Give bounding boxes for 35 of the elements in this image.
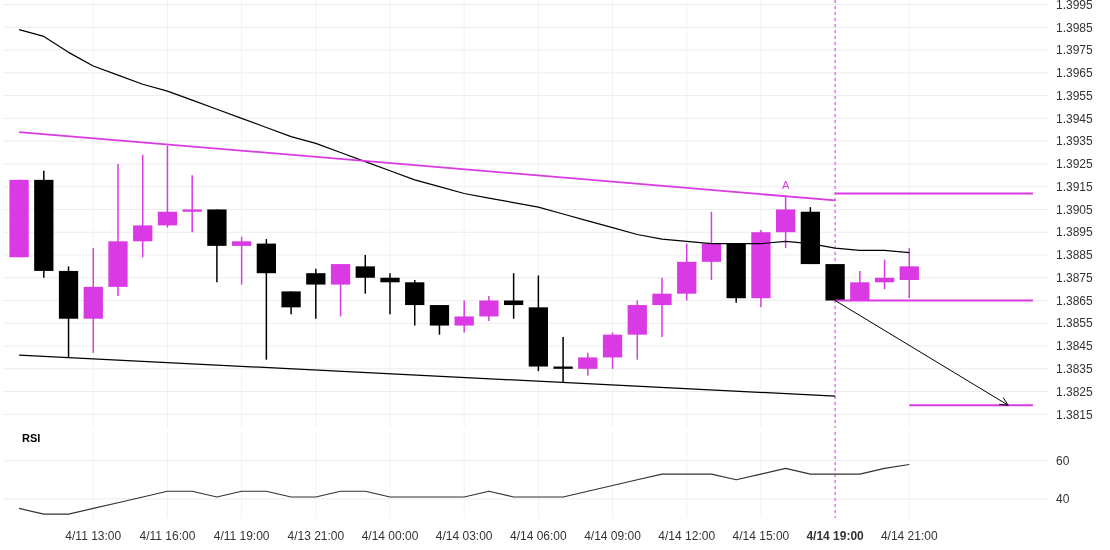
y-tick-label: 1.3875 [1056, 270, 1094, 285]
x-tick-label: 4/11 13:00 [65, 529, 122, 543]
y-tick-label: 1.3925 [1056, 157, 1094, 172]
y-tick-label: 1.3975 [1056, 43, 1094, 58]
y-tick-label: 1.3815 [1056, 407, 1094, 422]
y-tick-label: 1.3905 [1056, 202, 1094, 217]
x-tick-label: 4/14 00:00 [361, 529, 419, 543]
y-tick-label: 1.3995 [1056, 0, 1094, 12]
y-tick-label: 1.3915 [1056, 179, 1094, 194]
x-tick-label: 4/14 21:00 [880, 529, 938, 543]
y-tick-label: 60 [1056, 453, 1070, 468]
annotation: A [781, 179, 790, 192]
y-tick-label: 1.3985 [1056, 20, 1094, 35]
x-tick-label: 4/14 06:00 [510, 529, 568, 543]
x-tick-label: 4/14 12:00 [658, 529, 716, 543]
chart-title: RSI [22, 432, 41, 444]
x-tick-label: 4/14 03:00 [435, 529, 493, 543]
y-tick-label: 1.3945 [1056, 111, 1094, 126]
y-tick-label: 1.3825 [1056, 384, 1094, 399]
y-tick-label: 1.3855 [1056, 316, 1094, 331]
x-tick-label: 4/14 09:00 [584, 529, 642, 543]
x-tick-label: 4/13 21:00 [287, 529, 345, 543]
y-tick-label: 1.3895 [1056, 225, 1094, 240]
x-tick-label: 4/11 19:00 [213, 529, 270, 543]
x-tick-label: 4/14 19:00 [806, 529, 865, 543]
x-tick-label: 4/14 15:00 [732, 529, 790, 543]
x-tick-label: 4/11 16:00 [139, 529, 196, 543]
y-tick-label: 1.3955 [1056, 88, 1094, 103]
y-tick-label: 1.3885 [1056, 248, 1094, 263]
y-tick-label: 1.3835 [1056, 362, 1094, 377]
y-tick-label: 40 [1056, 492, 1070, 507]
y-tick-label: 1.3935 [1056, 134, 1094, 149]
y-tick-label: 1.3845 [1056, 339, 1094, 354]
y-tick-label: 1.3965 [1056, 66, 1094, 81]
y-tick-label: 1.3865 [1056, 293, 1094, 308]
